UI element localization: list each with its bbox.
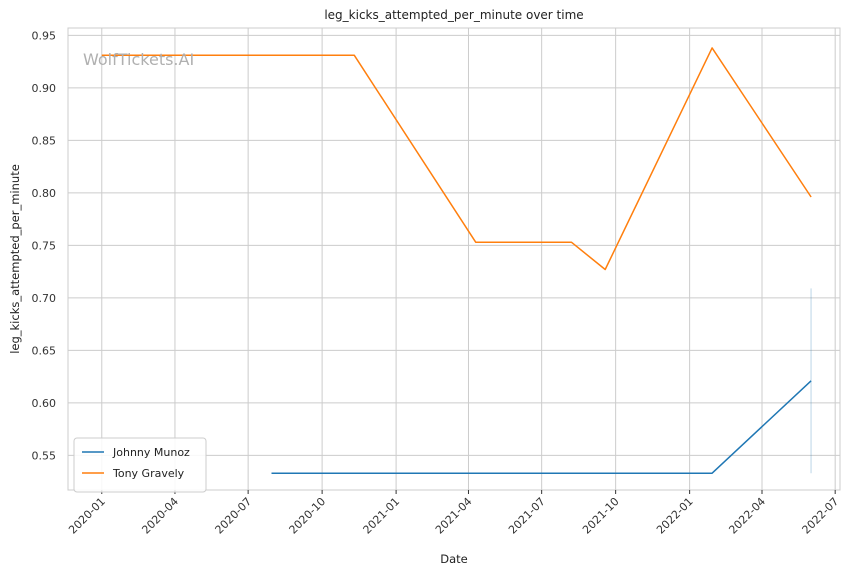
series-lines [101, 47, 812, 474]
series-line-johnny-munoz [271, 380, 812, 474]
y-tick-label: 0.70 [32, 292, 57, 305]
y-tick-label: 0.85 [32, 134, 57, 147]
plot-frame [67, 27, 841, 491]
chart-title: leg_kicks_attempted_per_minute over time [324, 8, 583, 22]
y-tick-label: 0.75 [32, 239, 57, 252]
series-line-tony-gravely [101, 47, 812, 271]
legend: Johnny Munoz Tony Gravely [73, 437, 207, 493]
y-tick-label: 0.55 [32, 449, 57, 462]
legend-box [73, 437, 207, 493]
y-tick-label: 0.95 [32, 29, 57, 42]
y-tick-label: 0.60 [32, 397, 57, 410]
y-tick-label: 0.65 [32, 344, 57, 357]
watermark-text: WolfTickets.AI [83, 50, 194, 69]
y-axis-label: leg_kicks_attempted_per_minute [8, 164, 22, 354]
legend-label: Johnny Munoz [112, 446, 190, 459]
legend-label: Tony Gravely [112, 467, 185, 480]
y-tick-label: 0.90 [32, 82, 57, 95]
y-tick-label: 0.80 [32, 187, 57, 200]
x-axis-label: Date [440, 552, 468, 566]
grid [68, 28, 840, 490]
